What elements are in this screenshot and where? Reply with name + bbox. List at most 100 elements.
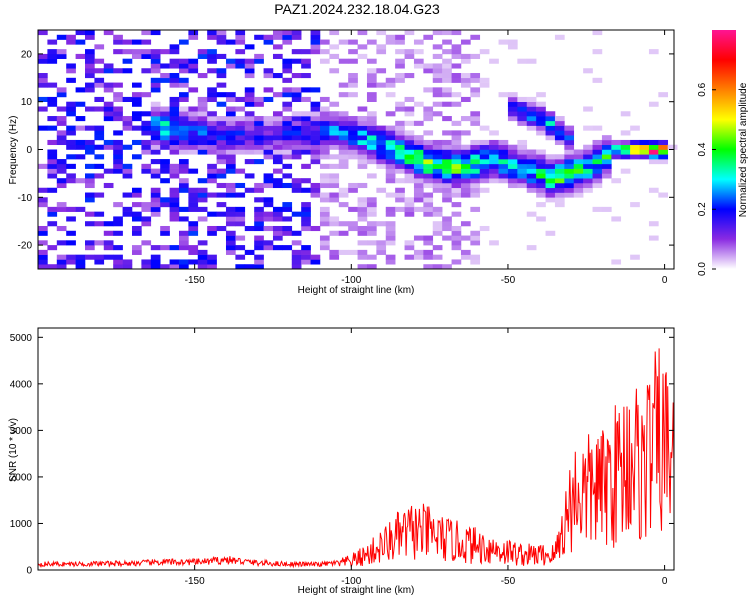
spectrogram-cell bbox=[56, 225, 67, 232]
spectrogram-cell bbox=[366, 221, 377, 227]
spectrogram-cell bbox=[348, 125, 358, 131]
spectrogram-cell bbox=[169, 264, 180, 270]
spectrogram-cell bbox=[395, 63, 405, 69]
spectrogram-cell bbox=[66, 206, 76, 212]
spectrogram-cell bbox=[103, 144, 114, 150]
spectrogram-cell bbox=[150, 120, 161, 126]
spectrogram-cell bbox=[113, 130, 123, 136]
spectrogram-cell bbox=[216, 30, 227, 36]
spectrogram-cell bbox=[460, 159, 471, 165]
spectrogram-cell bbox=[376, 163, 387, 169]
spectrogram-cell bbox=[244, 135, 255, 141]
spectrogram-cell bbox=[310, 111, 321, 117]
spectrogram-cell bbox=[648, 187, 659, 193]
spectrogram-cell bbox=[178, 178, 189, 184]
spectrogram-cell bbox=[432, 111, 443, 117]
spectrogram-cell bbox=[526, 182, 537, 189]
spectrogram-cell bbox=[536, 149, 546, 155]
spectrogram-cell bbox=[254, 235, 264, 241]
spectrogram-cell bbox=[517, 139, 528, 146]
spectrogram-cell bbox=[131, 249, 142, 255]
spectrogram-cell bbox=[291, 34, 302, 40]
spectrogram-cell bbox=[583, 125, 593, 131]
spectrogram-cell bbox=[282, 230, 293, 236]
spectrogram-cell bbox=[131, 139, 142, 146]
spectrogram-cell bbox=[197, 197, 208, 203]
spectrogram-cell bbox=[319, 49, 330, 55]
spectrogram-cell bbox=[395, 139, 405, 146]
spectrogram-x-ticks: -150 -100 -50 0 bbox=[185, 30, 668, 286]
spectrogram-cell bbox=[216, 211, 227, 217]
spectrogram-cell bbox=[169, 96, 180, 102]
spectrogram-cell bbox=[630, 154, 640, 160]
spectrogram-cell bbox=[432, 92, 443, 98]
spectrogram-cell bbox=[498, 173, 509, 179]
spectrogram-cell bbox=[545, 173, 556, 179]
spectrogram-cell bbox=[423, 163, 434, 169]
spectrogram-cell bbox=[254, 221, 264, 227]
spectrogram-cell bbox=[460, 154, 471, 160]
spectrogram-cell bbox=[423, 235, 434, 241]
spectrogram-cell bbox=[207, 144, 217, 150]
spectrogram-cell bbox=[404, 159, 415, 165]
spectrogram-cell bbox=[178, 77, 189, 83]
spectrogram-cell bbox=[648, 144, 659, 150]
spectrogram-cell bbox=[310, 259, 321, 265]
spectrogram-cell bbox=[554, 34, 565, 40]
spectrogram-cell bbox=[517, 116, 528, 122]
spectrogram-cell bbox=[366, 120, 377, 126]
spectrogram-cell bbox=[470, 182, 481, 189]
spectrogram-cell bbox=[348, 130, 358, 136]
spectrogram-cell bbox=[272, 230, 283, 236]
spectrogram-cell bbox=[413, 101, 424, 107]
spectrogram-cell bbox=[56, 130, 67, 136]
spectrogram-cell bbox=[376, 187, 387, 193]
spectrogram-cell bbox=[141, 168, 152, 174]
spectrogram-cell bbox=[404, 139, 415, 146]
spectrogram-cell bbox=[291, 178, 302, 184]
spectrogram-cell bbox=[460, 187, 471, 193]
spectrogram-cell bbox=[160, 77, 170, 83]
spectrogram-cell bbox=[385, 168, 396, 174]
x-tick-label: -50 bbox=[501, 275, 516, 286]
spectrogram-cell bbox=[103, 111, 114, 117]
spectrogram-cell bbox=[141, 216, 152, 222]
spectrogram-cell bbox=[244, 264, 255, 270]
spectrogram-cell bbox=[526, 125, 537, 131]
spectrogram-cell bbox=[554, 197, 565, 203]
spectrogram-cell bbox=[573, 187, 584, 193]
spectrogram-cell bbox=[272, 182, 283, 189]
spectrogram-cell bbox=[395, 178, 405, 184]
spectrogram-cell bbox=[56, 116, 67, 122]
spectrogram-cell bbox=[291, 87, 302, 93]
spectrogram-cell bbox=[225, 111, 236, 117]
spectrogram-cell bbox=[282, 154, 293, 160]
spectrogram-cell bbox=[113, 68, 123, 74]
spectrogram-cell bbox=[423, 34, 434, 40]
spectrogram-cell bbox=[366, 149, 377, 155]
spectrogram-cell bbox=[263, 245, 274, 251]
spectrogram-cell bbox=[75, 178, 86, 184]
spectrogram-cell bbox=[536, 168, 546, 174]
spectrogram-cell bbox=[366, 240, 377, 246]
spectrogram-cell bbox=[536, 216, 546, 222]
spectrogram-cell bbox=[357, 154, 368, 160]
spectrogram-cell bbox=[385, 144, 396, 150]
spectrogram-cell bbox=[366, 130, 377, 136]
y-tick-label: 5000 bbox=[10, 333, 33, 344]
spectrogram-cell bbox=[592, 139, 603, 146]
spectrogram-cell bbox=[131, 82, 142, 88]
spectrogram-cell bbox=[169, 202, 180, 208]
spectrogram-cell bbox=[329, 163, 340, 169]
spectrogram-cell bbox=[432, 149, 443, 155]
spectrogram-cell bbox=[131, 49, 142, 55]
spectrogram-cell bbox=[376, 125, 387, 131]
spectrogram-cell bbox=[169, 77, 180, 83]
spectrogram-cell bbox=[404, 206, 415, 212]
spectrogram-cell bbox=[244, 96, 255, 102]
spectrogram-cell bbox=[282, 101, 293, 107]
spectrogram-cell bbox=[592, 163, 603, 169]
spectrogram-cell bbox=[526, 149, 537, 155]
spectrogram-cell bbox=[197, 111, 208, 117]
spectrogram-cell bbox=[301, 58, 311, 64]
